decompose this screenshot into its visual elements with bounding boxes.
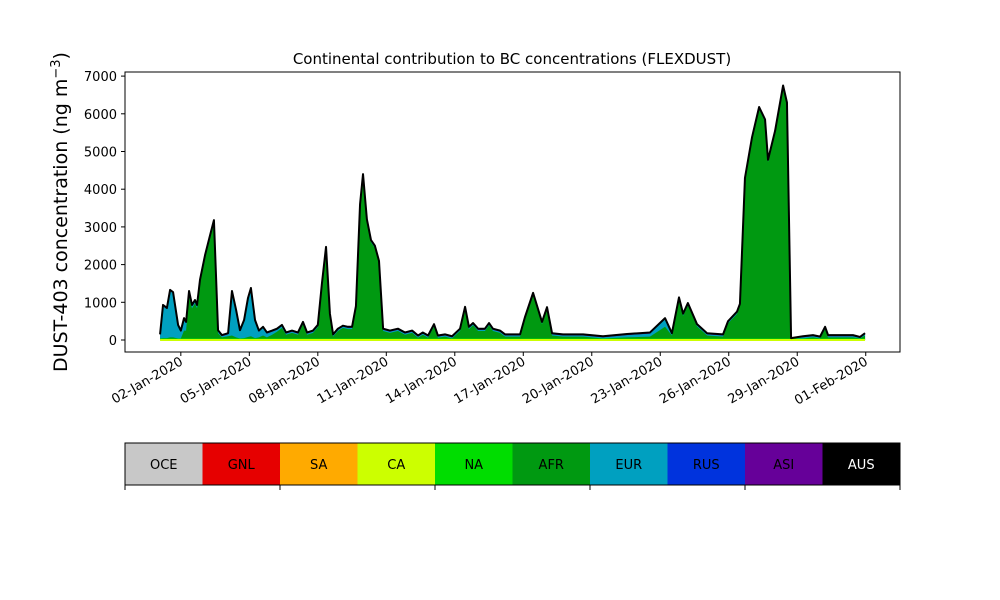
- plot-frame: [124, 71, 901, 353]
- total-line: [159, 84, 866, 340]
- y-tick-label: 0: [109, 334, 117, 349]
- x-tick-label: 17-Jan-2020: [452, 354, 529, 407]
- legend-swatch-eur: [590, 443, 668, 485]
- legend-label-eur: EUR: [615, 458, 642, 473]
- legend-label-rus: RUS: [693, 458, 720, 473]
- y-tick-label: 5000: [84, 146, 117, 161]
- y-tick-label: 7000: [84, 70, 117, 85]
- x-tick-label: 01-Feb-2020: [792, 354, 871, 408]
- x-tick-label: 02-Jan-2020: [109, 354, 186, 407]
- x-tick-label: 29-Jan-2020: [726, 354, 803, 407]
- chart-title: Continental contribution to BC concentra…: [293, 50, 731, 68]
- legend-label-oce: OCE: [150, 458, 178, 473]
- legend-swatch-sa: [280, 443, 358, 485]
- x-tick-label: 11-Jan-2020: [315, 354, 392, 407]
- x-tick-label: 14-Jan-2020: [383, 354, 460, 407]
- y-tick-label: 6000: [84, 108, 117, 123]
- legend-swatch-ca: [357, 443, 435, 485]
- y-axis: 0 1000 2000 3000 4000 5000 6000 7000: [84, 70, 125, 349]
- legend-label-sa: SA: [310, 458, 327, 473]
- legend-swatch-afr: [512, 443, 590, 485]
- y-tick-label: 4000: [84, 183, 117, 198]
- y-tick-label: 1000: [84, 296, 117, 311]
- legend-swatch-rus: [667, 443, 745, 485]
- x-axis: 02-Jan-202005-Jan-202008-Jan-202011-Jan-…: [109, 352, 871, 408]
- area-ca: [160, 339, 866, 341]
- legend-label-aus: AUS: [848, 458, 875, 473]
- legend-swatch-oce: [125, 443, 203, 485]
- y-tick-label: 2000: [84, 259, 117, 274]
- legend-frame: [124, 442, 901, 486]
- legend-label-afr: AFR: [539, 458, 564, 473]
- legend-swatch-aus: [822, 443, 900, 485]
- legend-label-na: NA: [464, 458, 483, 473]
- x-tick-label: 08-Jan-2020: [246, 354, 323, 407]
- legend-swatch-na: [435, 443, 513, 485]
- y-tick-label: 3000: [84, 221, 117, 236]
- legend-label-ca: CA: [387, 458, 405, 473]
- legend-label-gnl: GNL: [228, 458, 256, 473]
- x-tick-label: 26-Jan-2020: [657, 354, 734, 407]
- x-tick-label: 20-Jan-2020: [520, 354, 597, 407]
- legend-swatch-gnl: [202, 443, 280, 485]
- legend-colorbar: OCE GNL SA CA NA AFR EUR RUS ASI AUS: [124, 442, 901, 490]
- area-afr: [160, 87, 866, 340]
- legend-swatch-asi: [745, 443, 823, 485]
- x-tick-label: 05-Jan-2020: [178, 354, 255, 407]
- y-axis-label: DUST-403 concentration (ng m−3): [49, 52, 73, 372]
- x-tick-label: 23-Jan-2020: [589, 354, 666, 407]
- stacked-areas: [159, 84, 866, 341]
- legend-label-asi: ASI: [773, 458, 794, 473]
